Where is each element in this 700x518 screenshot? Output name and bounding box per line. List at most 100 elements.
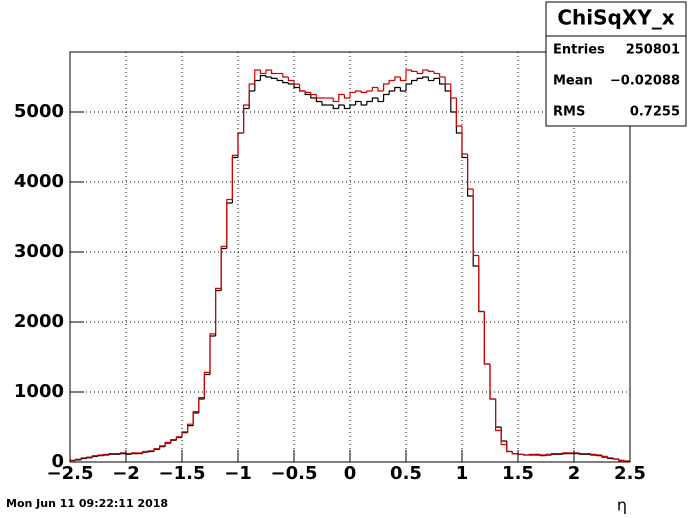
- histogram-bin: [377, 97, 384, 103]
- histogram-bin: [399, 87, 406, 92]
- histogram-bin: [343, 104, 350, 110]
- histogram-bin: [360, 90, 367, 93]
- x-axis-label: η: [617, 496, 627, 515]
- histogram-bin: [433, 77, 440, 81]
- histogram-bin: [427, 69, 434, 72]
- histogram-bin: [467, 153, 474, 190]
- histogram-bin: [523, 454, 530, 456]
- histogram-bin: [108, 453, 115, 455]
- histogram-bin: [209, 333, 216, 373]
- histogram-bin: [164, 441, 171, 446]
- histogram-bin: [254, 69, 261, 84]
- y-tick-label: 3000: [14, 241, 64, 262]
- histogram-bin: [601, 455, 608, 457]
- histogram-bin: [355, 100, 362, 105]
- histogram-bin: [86, 456, 93, 458]
- histogram-bin: [495, 398, 502, 432]
- histogram-bin: [108, 453, 115, 455]
- histogram-bin: [366, 90, 373, 93]
- histogram-bin: [332, 97, 339, 103]
- histogram-bin: [220, 245, 227, 289]
- histogram-bin: [411, 79, 418, 84]
- histogram-bin: [276, 78, 283, 82]
- histogram-bin: [97, 454, 104, 456]
- histogram-bin: [483, 311, 490, 365]
- histogram-bin: [332, 104, 339, 110]
- y-tick-label: 0: [51, 451, 64, 472]
- histogram-bin: [416, 71, 423, 75]
- histogram-bin: [142, 450, 149, 453]
- histogram-bin: [310, 94, 317, 99]
- histogram-bin: [131, 452, 138, 454]
- histogram-bin: [528, 453, 535, 455]
- histogram-bin: [422, 76, 429, 79]
- x-tick-label: 2: [568, 463, 581, 484]
- histogram-bin: [405, 83, 412, 91]
- histogram-bin: [75, 459, 82, 461]
- histogram-bin: [607, 456, 614, 459]
- histogram-bin: [175, 436, 182, 440]
- histogram-bin: [147, 450, 154, 452]
- histogram-bin: [366, 100, 373, 105]
- histogram-bin: [215, 287, 222, 334]
- histogram-bin: [159, 445, 166, 449]
- histogram-bin: [506, 444, 513, 453]
- x-tick-label: −1.5: [159, 463, 206, 484]
- histogram-bin: [338, 104, 345, 109]
- stats-value: −0.02088: [610, 74, 680, 89]
- histogram-bin: [371, 97, 378, 102]
- y-tick-label: 5000: [14, 101, 64, 122]
- stats-label: RMS: [553, 105, 585, 120]
- histogram-bin: [433, 71, 440, 75]
- histogram-bin: [103, 454, 110, 456]
- histogram-bin: [394, 86, 401, 91]
- histogram-bin: [315, 94, 322, 99]
- y-tick-label: 1000: [14, 381, 64, 402]
- histogram-bin: [192, 410, 199, 425]
- histogram-bin: [595, 454, 602, 456]
- histogram-bin: [371, 86, 378, 91]
- histogram-bin: [562, 452, 569, 454]
- histogram-bin: [265, 69, 272, 74]
- histogram-bin: [355, 90, 362, 93]
- histogram-bin: [282, 73, 289, 78]
- histogram-bin: [259, 74, 266, 81]
- histogram-bin: [545, 453, 552, 455]
- histogram-bin: [579, 452, 586, 455]
- histogram-bin: [198, 396, 205, 412]
- histogram-bin: [590, 453, 597, 455]
- histogram-bin: [517, 453, 524, 455]
- histogram-bin: [321, 101, 328, 106]
- histogram-bin: [422, 69, 429, 74]
- histogram-bin: [388, 79, 395, 84]
- histogram-bin: [248, 83, 255, 105]
- histogram-bin: [399, 76, 406, 82]
- stats-label: Entries: [553, 43, 605, 58]
- histogram-bin: [461, 125, 468, 155]
- x-tick-label: 2.5: [614, 463, 646, 484]
- histogram-bin: [545, 454, 552, 456]
- histogram-bin: [383, 93, 390, 102]
- histogram-bin: [551, 453, 558, 455]
- histogram-bin: [405, 69, 412, 81]
- histogram-bin: [444, 76, 451, 85]
- histogram-bin: [271, 69, 278, 75]
- histogram-bin: [478, 255, 485, 313]
- histogram-bin: [472, 188, 479, 257]
- histogram-bin: [377, 87, 384, 92]
- histogram-bin: [231, 154, 238, 200]
- timestamp: Mon Jun 11 09:22:11 2018: [6, 497, 168, 510]
- histogram-bin: [170, 438, 177, 443]
- stats-label: Mean: [553, 74, 593, 89]
- histogram-bin: [147, 450, 154, 453]
- histogram-bin: [539, 454, 546, 456]
- histogram-bin: [315, 97, 322, 103]
- histogram-bin: [226, 198, 233, 247]
- histogram-bin: [293, 83, 300, 89]
- histogram-bin: [455, 97, 462, 127]
- histogram-bin: [489, 363, 496, 400]
- histogram-bin: [91, 455, 98, 458]
- histogram-bin: [618, 458, 625, 461]
- histogram-bin: [97, 455, 104, 457]
- x-tick-label: 1.5: [502, 463, 534, 484]
